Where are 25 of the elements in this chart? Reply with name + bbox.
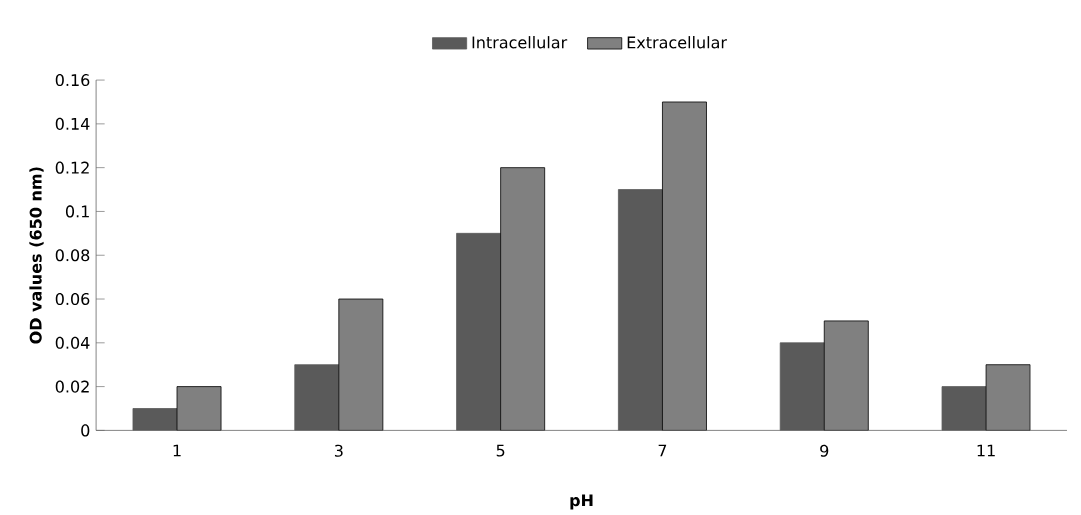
y-tick-label: 0.16 bbox=[55, 74, 90, 87]
bar bbox=[338, 298, 384, 431]
legend-label: Extracellular bbox=[627, 36, 728, 49]
x-tick-label: 5 bbox=[496, 444, 505, 457]
bar bbox=[985, 364, 1031, 431]
y-tick-label: 0.14 bbox=[55, 117, 90, 131]
y-tick-label: 0.12 bbox=[55, 161, 89, 174]
bar bbox=[176, 386, 222, 431]
x-axis-title: pH bbox=[570, 494, 593, 510]
y-tick-label: 0.1 bbox=[65, 205, 89, 218]
x-tick-label: 1 bbox=[173, 444, 181, 457]
y-tick-label: 0.04 bbox=[55, 336, 90, 349]
x-tick-label: 11 bbox=[977, 444, 995, 457]
x-tick-label: 3 bbox=[334, 444, 343, 457]
x-tick-label: 7 bbox=[658, 444, 667, 457]
y-tick-label: 0.08 bbox=[55, 249, 90, 262]
y-tick-label: 0 bbox=[81, 424, 90, 437]
legend-label: Intracellular bbox=[472, 36, 568, 49]
bar bbox=[662, 101, 707, 431]
bar bbox=[823, 320, 869, 431]
y-tick-label: 0.06 bbox=[55, 293, 90, 306]
x-tick-label: 9 bbox=[820, 444, 829, 457]
bar bbox=[500, 167, 546, 431]
y-axis-title: OD values (650 nm) bbox=[29, 167, 44, 344]
y-tick-label: 0.02 bbox=[55, 380, 89, 393]
